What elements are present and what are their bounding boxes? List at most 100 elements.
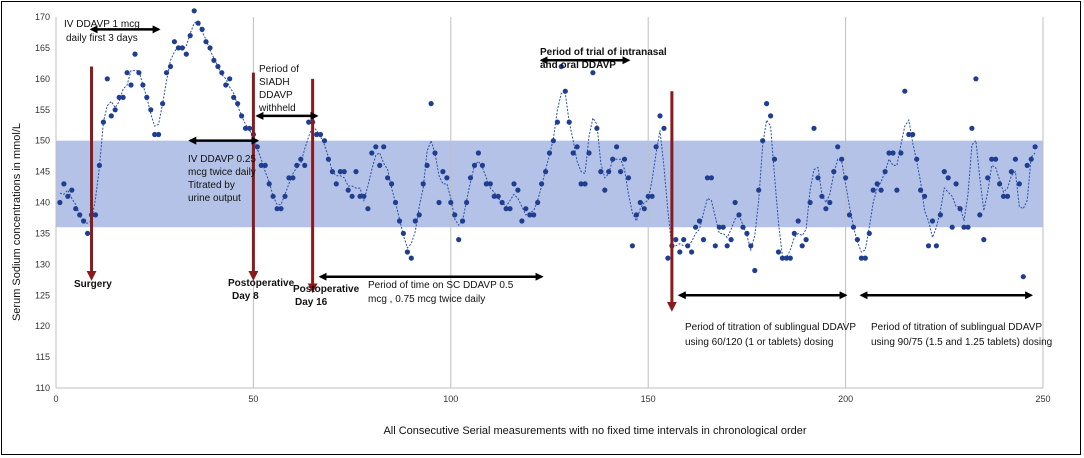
- data-point: [949, 224, 955, 230]
- data-point: [511, 181, 517, 187]
- data-point: [278, 206, 284, 212]
- data-point: [444, 175, 450, 181]
- data-point: [827, 199, 833, 206]
- data-point: [973, 76, 979, 82]
- data-point: [239, 113, 245, 119]
- annotation-iv-ddavp-1: IV DDAVP 1 mcg daily first 3 days: [64, 19, 140, 44]
- data-point: [294, 162, 300, 168]
- data-point: [487, 181, 493, 187]
- data-point: [333, 181, 339, 187]
- data-point: [361, 193, 367, 199]
- data-point: [720, 224, 726, 230]
- data-point: [400, 230, 406, 236]
- data-point: [716, 224, 722, 230]
- data-point: [1028, 156, 1034, 162]
- annotation-line: Period of trial of intranasal: [540, 47, 667, 58]
- data-point: [724, 243, 730, 249]
- data-point: [981, 237, 987, 243]
- data-point: [906, 131, 912, 138]
- data-point: [57, 199, 63, 206]
- data-point: [132, 51, 138, 57]
- data-point: [598, 169, 604, 175]
- data-point: [211, 57, 217, 63]
- data-point: [128, 82, 134, 88]
- data-point: [993, 156, 999, 162]
- annotation-line: Day 16: [295, 297, 328, 308]
- data-point: [412, 218, 418, 224]
- data-point: [286, 175, 292, 181]
- data-point: [546, 150, 553, 156]
- annotation-line: mcg , 0.75 mcg twice daily: [368, 294, 485, 305]
- data-point: [219, 70, 225, 76]
- data-point: [527, 212, 533, 218]
- data-point: [914, 156, 920, 162]
- data-point: [124, 70, 130, 76]
- data-point: [258, 162, 264, 168]
- data-point: [266, 181, 272, 187]
- data-point: [685, 243, 691, 249]
- data-point: [428, 101, 434, 107]
- data-point: [223, 82, 229, 88]
- data-point: [539, 181, 545, 187]
- data-point: [637, 199, 643, 206]
- data-point: [704, 175, 711, 181]
- data-point: [1004, 193, 1011, 199]
- data-point: [965, 224, 971, 230]
- y-tick-label: 155: [35, 105, 50, 115]
- data-point: [989, 156, 995, 162]
- data-point: [969, 125, 975, 131]
- data-point: [503, 206, 509, 212]
- x-tick-label: 200: [838, 394, 853, 404]
- data-point: [416, 212, 422, 218]
- data-point: [811, 125, 817, 131]
- data-point: [645, 193, 651, 199]
- annotation-line: DDAVP: [259, 90, 293, 101]
- data-point: [231, 94, 237, 100]
- data-point: [96, 162, 102, 168]
- data-point: [641, 206, 647, 212]
- data-point: [515, 187, 521, 193]
- y-tick-label: 115: [36, 352, 50, 362]
- data-point: [349, 193, 355, 199]
- data-point: [499, 199, 505, 206]
- data-point: [791, 230, 797, 236]
- data-point: [862, 255, 868, 261]
- data-point: [270, 193, 276, 199]
- y-tick-label: 130: [35, 259, 50, 269]
- data-point: [543, 169, 549, 175]
- data-point: [831, 169, 837, 175]
- annotation-line: urine output: [188, 193, 241, 204]
- data-point: [408, 255, 414, 261]
- data-point: [696, 218, 703, 224]
- data-point: [152, 131, 158, 138]
- trend-line: [59, 20, 1036, 259]
- data-point: [163, 70, 170, 76]
- data-point: [519, 218, 525, 224]
- data-point: [325, 156, 331, 162]
- annotation-line: SIADH: [259, 77, 290, 88]
- data-point: [562, 88, 568, 94]
- data-point: [582, 181, 588, 187]
- data-point: [918, 187, 924, 193]
- data-point: [460, 218, 466, 224]
- data-point: [554, 119, 561, 125]
- data-point: [373, 144, 379, 150]
- data-point: [728, 237, 734, 243]
- data-point: [657, 113, 663, 119]
- data-point: [523, 206, 529, 212]
- data-point: [835, 144, 841, 150]
- data-point: [771, 156, 778, 162]
- data-point: [886, 150, 892, 156]
- data-point: [878, 187, 884, 193]
- data-point: [633, 212, 640, 218]
- y-tick-label: 170: [35, 12, 50, 22]
- data-point: [479, 162, 485, 168]
- annotation-surgery: Surgery: [74, 279, 112, 290]
- data-point: [586, 150, 592, 156]
- data-point: [566, 119, 572, 125]
- data-point: [898, 150, 904, 156]
- data-point: [764, 101, 770, 107]
- data-point: [1024, 162, 1030, 168]
- data-point: [365, 206, 371, 212]
- data-point: [941, 169, 947, 175]
